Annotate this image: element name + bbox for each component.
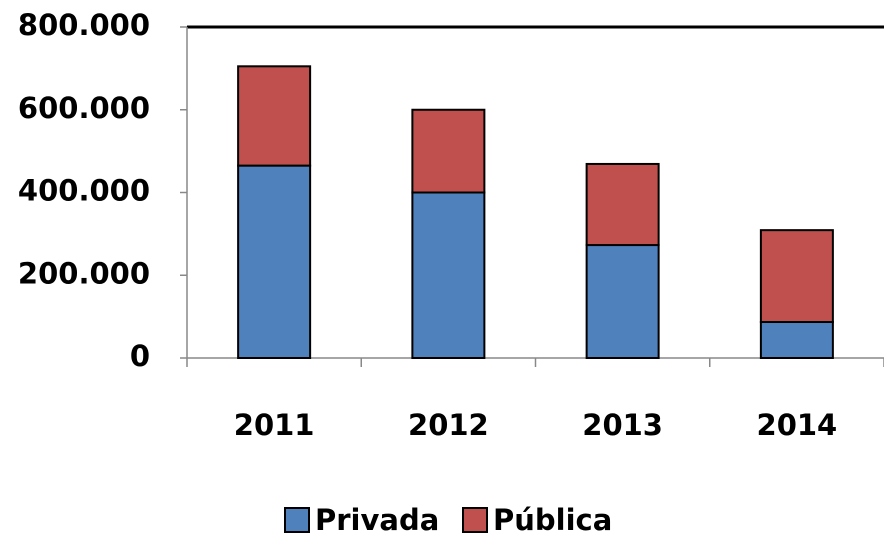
legend-swatch: [284, 507, 310, 533]
bar-segment: [759, 321, 834, 360]
legend-swatch: [462, 507, 488, 533]
legend-label: Privada: [315, 503, 439, 537]
x-tick-label: 2011: [234, 408, 315, 442]
y-tick-label: 600.000: [18, 91, 150, 125]
x-tick-label: 2012: [408, 408, 489, 442]
y-tick-label: 800.000: [18, 8, 150, 42]
bar-segment: [411, 108, 486, 194]
bar-segment: [585, 244, 660, 359]
bar-segment: [237, 65, 312, 167]
y-tick-label: 200.000: [18, 256, 150, 290]
x-tick-label: 2014: [757, 408, 838, 442]
bar-segment: [237, 164, 312, 359]
bar-segment: [411, 191, 486, 359]
bar-segment: [759, 229, 834, 324]
legend-label: Pública: [493, 503, 612, 537]
x-tick-label: 2013: [582, 408, 663, 442]
bar-segment: [585, 162, 660, 247]
y-tick-label: 400.000: [18, 174, 150, 208]
y-tick-label: 0: [130, 339, 150, 373]
